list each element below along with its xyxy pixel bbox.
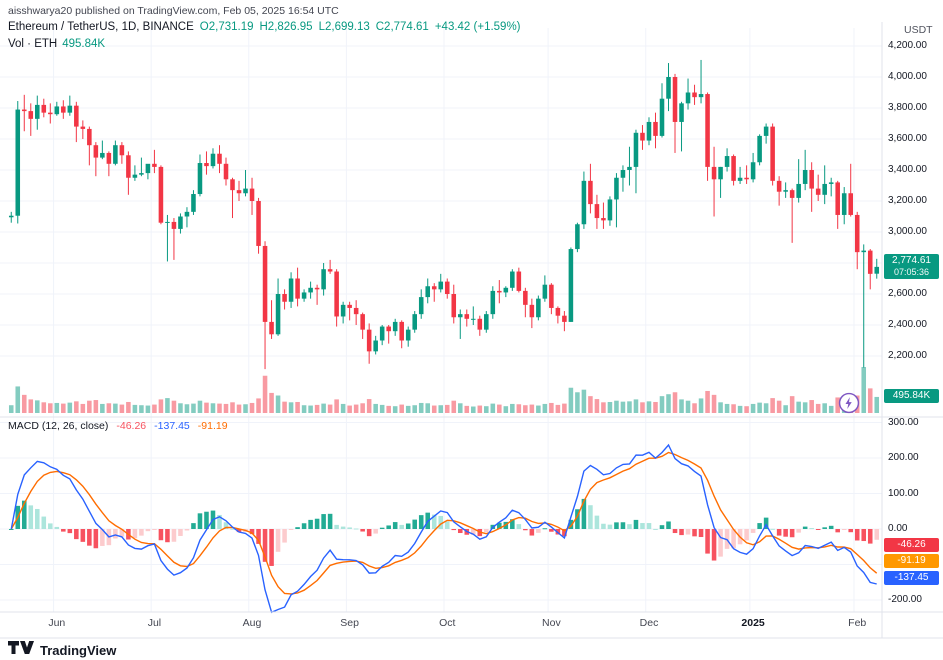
- macd-tick: 100.00: [888, 487, 919, 499]
- price-tick: 3,600.00: [888, 133, 927, 144]
- time-label-jun: Jun: [48, 617, 66, 629]
- macd-legend: MACD (12, 26, close) -46.26 -137.45 -91.19: [8, 420, 228, 432]
- bar-countdown: 07:05:36: [893, 266, 930, 277]
- price-tick: 4,000.00: [888, 71, 927, 82]
- time-label-feb: Feb: [848, 617, 867, 629]
- macd-tick: 0.00: [888, 523, 908, 534]
- volume-label[interactable]: Vol · ETH: [8, 38, 58, 50]
- volume-value: 495.84K: [62, 38, 106, 50]
- boost-lightning-button[interactable]: [838, 392, 860, 414]
- time-label-dec: Dec: [639, 617, 659, 629]
- attribution-text: aisshwarya20 published on TradingView.co…: [8, 5, 339, 17]
- last-price-badge: 2,774.61 07:05:36: [884, 253, 939, 279]
- macd-tick: 200.00: [888, 452, 919, 463]
- quote-currency-label: USDT: [904, 24, 933, 36]
- low-value: L2,699.13: [318, 21, 370, 33]
- close-value: C2,774.61: [375, 21, 429, 33]
- price-tick: 2,600.00: [888, 288, 927, 299]
- macd-histogram-value: -46.26: [116, 420, 147, 432]
- price-tick: 2,200.00: [888, 350, 927, 361]
- change-value: +43.42 (+1.59%): [434, 21, 521, 33]
- price-tick: 4,200.00: [888, 40, 927, 51]
- ohlc-values: O2,731.19 H2,826.95 L2,699.13 C2,774.61 +43.…: [194, 21, 521, 33]
- price-tick: 3,800.00: [888, 102, 927, 113]
- lightning-icon: [838, 392, 860, 414]
- volume-badge: 495.84K: [884, 388, 939, 403]
- footer: TradingView: [8, 641, 116, 659]
- macd-tick: 300.00: [888, 416, 919, 428]
- macd-tick: -200.00: [888, 594, 922, 605]
- time-label-2025: 2025: [741, 617, 765, 629]
- macd-histogram-badge: -46.26: [884, 538, 939, 553]
- symbol-row: Ethereum / TetherUS, 1D, BINANCE O2,731.1…: [8, 21, 521, 33]
- macd-signal-value: -91.19: [197, 420, 228, 432]
- time-label-aug: Aug: [242, 617, 262, 629]
- price-tick: 3,400.00: [888, 164, 927, 175]
- time-label-sep: Sep: [340, 617, 359, 629]
- time-label-nov: Nov: [542, 617, 561, 629]
- macd-line-badge: -137.45: [884, 570, 939, 585]
- volume-row: Vol · ETH 495.84K: [8, 38, 105, 50]
- macd-signal-badge: -91.19: [884, 554, 939, 569]
- price-tick: 2,400.00: [888, 319, 927, 330]
- symbol-title[interactable]: Ethereum / TetherUS, 1D, BINANCE: [8, 21, 194, 33]
- tradingview-logo-icon[interactable]: [8, 641, 34, 659]
- high-value: H2,826.95: [259, 21, 313, 33]
- time-axis[interactable]: Jun Jul Aug Sep Oct Nov Dec 2025 Feb: [0, 615, 943, 635]
- macd-legend-title[interactable]: MACD (12, 26, close): [8, 420, 109, 432]
- open-value: O2,731.19: [199, 21, 254, 33]
- time-label-jul: Jul: [147, 617, 162, 629]
- price-tick: 3,000.00: [888, 226, 927, 237]
- macd-line-value: -137.45: [154, 420, 190, 432]
- time-label-oct: Oct: [439, 617, 456, 629]
- tradingview-logo-text[interactable]: TradingView: [40, 642, 117, 658]
- price-tick: 3,200.00: [888, 195, 927, 206]
- last-price-value: 2,774.61: [892, 254, 931, 266]
